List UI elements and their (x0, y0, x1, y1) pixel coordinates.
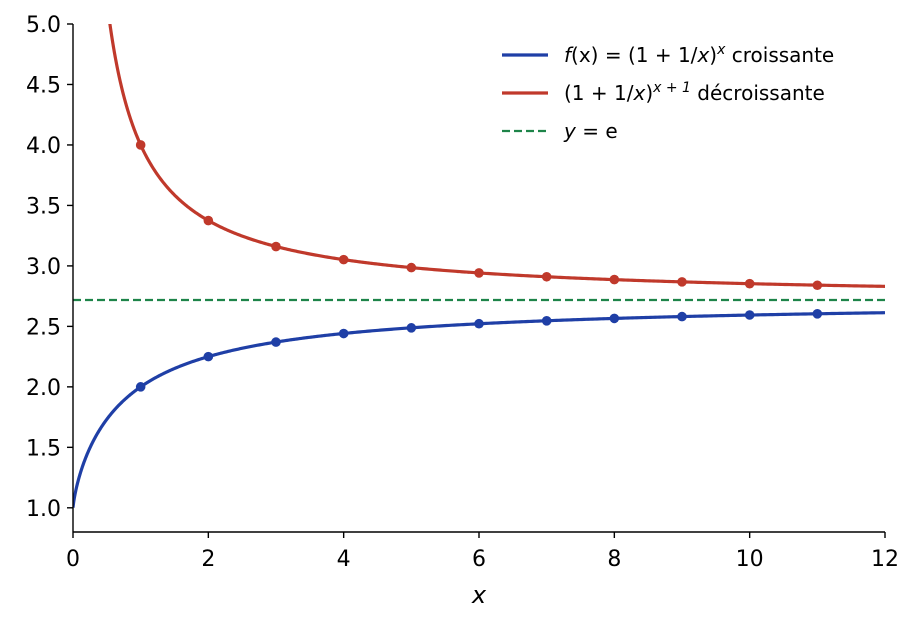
y-tick-label-2.0: 2.0 (26, 376, 61, 401)
data-point-decreasing-11 (812, 280, 823, 291)
x-tick-label-6: 6 (472, 547, 486, 572)
data-point-increasing-2 (203, 351, 214, 362)
data-point-decreasing-7 (541, 271, 552, 282)
axes: 0 2 4 6 8 10 12 1.0 1.5 2.0 2.5 3.0 3.5 4.0 4.5 5.0 x (26, 13, 899, 609)
y-tick-label-3.5: 3.5 (26, 194, 61, 219)
legend-label-e-line: y = e (563, 119, 618, 143)
data-point-decreasing-2 (203, 215, 214, 226)
y-tick-label-3.0: 3.0 (26, 255, 61, 280)
y-tick-label-1.0: 1.0 (26, 497, 61, 522)
data-point-decreasing-5 (406, 262, 417, 273)
data-point-increasing-6 (474, 318, 484, 329)
y-tick-label-5.0: 5.0 (26, 13, 61, 38)
data-point-decreasing-3 (271, 241, 281, 252)
data-point-decreasing-6 (474, 268, 484, 278)
plot-area (73, 24, 885, 509)
legend-label-decreasing: (1 + 1/x)x + 1 décroissante (564, 80, 825, 105)
data-point-increasing-1 (135, 382, 146, 392)
legend: f(x) = (1 + 1/x)x croissante (1 + 1/x)x +… (502, 42, 834, 143)
data-point-decreasing-8 (609, 274, 620, 285)
data-point-decreasing-9 (677, 277, 687, 287)
x-tick-label-10: 10 (736, 547, 764, 572)
x-tick-label-2: 2 (201, 547, 215, 572)
x-tick-label-4: 4 (337, 547, 351, 572)
x-tick-label-12: 12 (871, 547, 899, 572)
y-tick-label-4.5: 4.5 (26, 73, 61, 98)
data-point-increasing-8 (609, 313, 620, 324)
legend-label-increasing: f(x) = (1 + 1/x)x croissante (564, 42, 834, 67)
data-point-decreasing-4 (338, 254, 349, 265)
y-tick-label-4.0: 4.0 (26, 134, 61, 159)
x-tick-label-8: 8 (607, 547, 621, 572)
x-axis-label: x (471, 581, 487, 609)
data-point-increasing-5 (406, 323, 417, 333)
x-tick-label-0: 0 (66, 547, 80, 572)
series-line-increasing (73, 311, 885, 509)
data-point-increasing-9 (677, 311, 687, 322)
data-point-decreasing-1 (135, 140, 146, 150)
data-point-decreasing-10 (744, 278, 755, 289)
y-tick-label-1.5: 1.5 (26, 436, 61, 461)
data-point-increasing-3 (271, 337, 281, 347)
series-line-decreasing (108, 24, 885, 288)
data-point-increasing-11 (812, 309, 823, 319)
y-tick-label-2.5: 2.5 (26, 315, 61, 340)
data-point-increasing-10 (744, 310, 755, 320)
data-point-increasing-4 (338, 328, 349, 339)
data-point-increasing-7 (541, 316, 552, 326)
